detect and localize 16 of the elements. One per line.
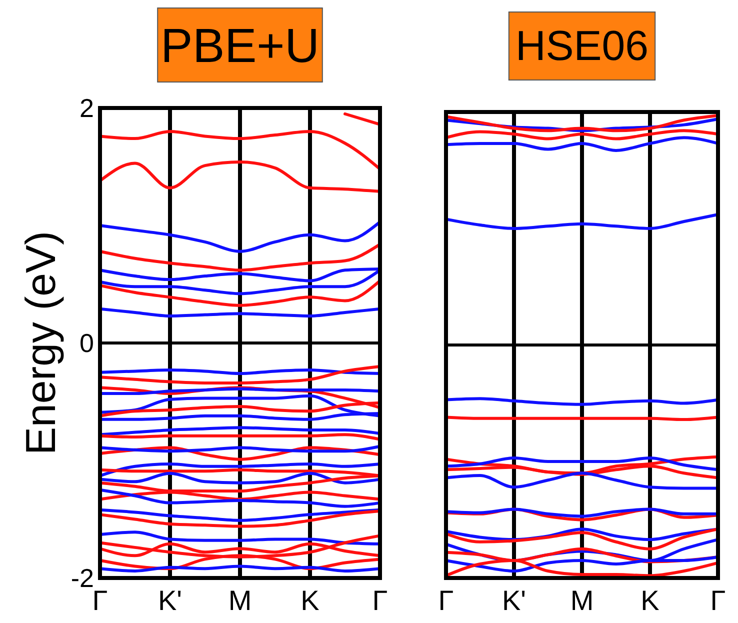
y-axis-title: Energy (eV) (17, 230, 64, 456)
x-tick-label: Γ (438, 585, 454, 616)
x-tick-label: K (300, 585, 320, 616)
x-tick-label: M (228, 585, 252, 616)
x-tick-label: K' (502, 585, 526, 616)
x-tick-label: Γ (710, 585, 726, 616)
x-tick-label: Γ (92, 585, 108, 616)
y-tick-label: 0 (80, 328, 94, 358)
chart-title: PBE+U (160, 20, 320, 73)
x-tick-label: K (640, 585, 660, 616)
x-tick-label: K' (158, 585, 182, 616)
chart-title: HSE06 (515, 22, 649, 69)
x-tick-label: M (570, 585, 594, 616)
y-tick-label: 2 (80, 93, 94, 124)
x-tick-label: Γ (372, 585, 388, 616)
y-tick-label: -2 (70, 563, 94, 594)
